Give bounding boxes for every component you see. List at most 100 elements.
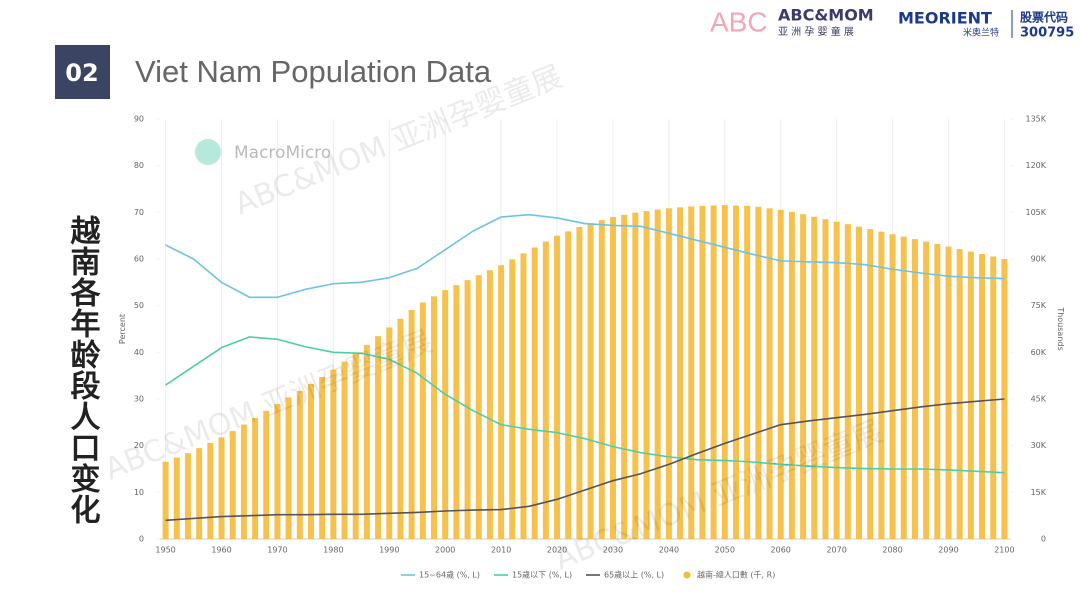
bar <box>587 223 594 539</box>
x-tick-label: 2060 <box>771 546 791 555</box>
y-tick-label: 40 <box>134 348 144 357</box>
bar <box>967 251 974 540</box>
y-tick-label: 70 <box>134 208 144 217</box>
bar <box>677 207 684 539</box>
logo-mom: ABC&MOM <box>778 6 874 25</box>
source: MacroMicro <box>234 143 331 163</box>
x-tick-label: 2020 <box>547 546 567 555</box>
bar <box>408 310 415 539</box>
bar <box>296 390 303 539</box>
bar <box>274 403 281 539</box>
bar <box>744 205 751 540</box>
y2-tick-label: 45K <box>1031 395 1047 404</box>
bar <box>464 280 471 539</box>
bar <box>386 327 393 539</box>
line <box>165 398 1005 522</box>
slide-title: Viet Nam Population Data <box>135 54 492 89</box>
y2-tick-label: 120K <box>1025 161 1046 170</box>
bar <box>531 247 538 539</box>
bar <box>509 259 516 539</box>
x-tick-label: 1960 <box>211 546 231 555</box>
stock-label: 股票代码 <box>1020 10 1068 25</box>
logo-abc: ABC <box>710 6 768 37</box>
x-tick-label: 1970 <box>267 546 287 555</box>
y-tick-label: 90 <box>134 115 144 124</box>
bar <box>923 241 930 540</box>
bar <box>173 457 180 539</box>
bar <box>498 265 505 539</box>
legend-label: 65歲以上 (%, L) <box>604 570 664 580</box>
source-logo <box>195 139 221 165</box>
bar <box>486 270 493 539</box>
bar <box>979 254 986 539</box>
legend-label: 越南-總人口數 (千, R) <box>697 570 775 580</box>
bar <box>755 206 762 539</box>
bar <box>341 361 348 539</box>
bar <box>352 353 359 539</box>
bar <box>889 234 896 539</box>
bar <box>162 461 169 539</box>
number-box <box>55 45 110 99</box>
line <box>165 213 1005 299</box>
bar <box>576 226 583 539</box>
bar <box>285 397 292 539</box>
bar <box>397 318 404 539</box>
bar <box>654 209 661 540</box>
y2-tick-label: 75K <box>1031 301 1047 310</box>
bar <box>800 214 807 539</box>
y-axis-label: Percent <box>118 314 127 344</box>
bar <box>442 290 449 539</box>
stock-code: 300795 <box>1020 26 1074 41</box>
slide-number: 02 <box>65 59 98 87</box>
logo-meorient-sub: 米奥兰特 <box>963 27 999 39</box>
legend-label: 15歲以下 (%, L) <box>512 570 572 580</box>
x-tick-label: 2080 <box>882 546 902 555</box>
y2-tick-label: 15K <box>1031 488 1047 497</box>
logo-meorient: MEORIENT <box>898 9 992 28</box>
x-tick-label: 2070 <box>826 546 846 555</box>
bar <box>688 206 695 539</box>
x-tick-label: 2090 <box>938 546 958 555</box>
bar <box>844 224 851 539</box>
bar <box>229 431 236 539</box>
bar <box>699 205 706 540</box>
bar <box>419 302 426 539</box>
y2-tick-label: 105K <box>1025 208 1046 217</box>
x-tick-label: 2050 <box>715 546 735 555</box>
y-tick-label: 20 <box>134 441 144 450</box>
y-tick-label: 80 <box>134 161 144 170</box>
bar <box>856 226 863 539</box>
bar <box>777 209 784 539</box>
bar <box>319 376 326 539</box>
bar <box>621 214 628 540</box>
x-tick-label: 1980 <box>323 546 343 555</box>
y2-tick-label: 135K <box>1025 115 1046 124</box>
bar <box>363 344 370 539</box>
bar <box>263 410 270 539</box>
bar <box>665 208 672 540</box>
bar <box>207 442 214 539</box>
legend-marker <box>683 571 691 579</box>
bar <box>542 241 549 540</box>
bar <box>822 219 829 539</box>
bar <box>990 256 997 539</box>
bar <box>475 275 482 539</box>
x-tick-label: 2030 <box>603 546 623 555</box>
y-tick-label: 50 <box>134 301 144 310</box>
bar <box>453 285 460 539</box>
bar <box>375 336 382 539</box>
y-tick-label: 0 <box>139 535 144 544</box>
bar <box>643 211 650 540</box>
bar <box>710 205 717 539</box>
logo-mom-sub: 亚 洲 孕 婴 童 展 <box>778 25 854 38</box>
bar <box>811 216 818 539</box>
bar <box>911 239 918 540</box>
bar <box>945 246 952 540</box>
y-tick-label: 30 <box>134 395 144 404</box>
y-tick-label: 10 <box>134 488 144 497</box>
bar <box>240 424 247 539</box>
y2-tick-label: 30K <box>1031 441 1047 450</box>
bar <box>184 453 191 539</box>
